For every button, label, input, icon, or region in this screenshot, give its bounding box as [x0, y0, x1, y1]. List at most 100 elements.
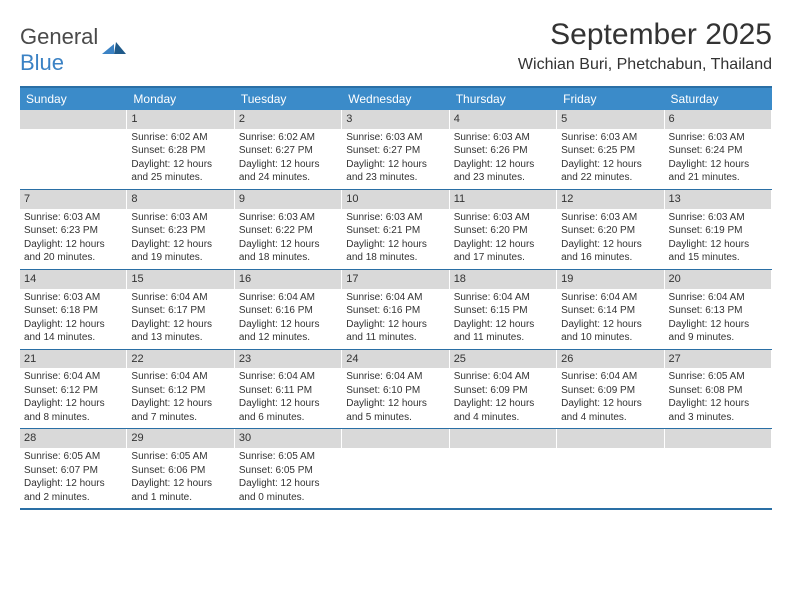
day-body: Sunrise: 6:04 AMSunset: 6:15 PMDaylight:…	[450, 289, 556, 349]
daylight-line: Daylight: 12 hours and 24 minutes.	[239, 158, 337, 185]
day-cell: 25Sunrise: 6:04 AMSunset: 6:09 PMDayligh…	[450, 350, 557, 429]
day-number	[450, 429, 556, 448]
day-body: Sunrise: 6:03 AMSunset: 6:21 PMDaylight:…	[342, 209, 448, 269]
sunrise-line: Sunrise: 6:03 AM	[24, 291, 122, 305]
day-cell: 21Sunrise: 6:04 AMSunset: 6:12 PMDayligh…	[20, 350, 127, 429]
day-cell: 12Sunrise: 6:03 AMSunset: 6:20 PMDayligh…	[557, 190, 664, 269]
sunset-line: Sunset: 6:27 PM	[346, 144, 444, 158]
day-body: Sunrise: 6:03 AMSunset: 6:20 PMDaylight:…	[450, 209, 556, 269]
sunset-line: Sunset: 6:12 PM	[24, 384, 122, 398]
sunset-line: Sunset: 6:22 PM	[239, 224, 337, 238]
logo-mark-icon	[102, 38, 128, 63]
day-cell	[450, 429, 557, 508]
sunset-line: Sunset: 6:10 PM	[346, 384, 444, 398]
day-number: 17	[342, 270, 448, 289]
sunset-line: Sunset: 6:18 PM	[24, 304, 122, 318]
weekday-header: Friday	[557, 88, 664, 110]
sunset-line: Sunset: 6:17 PM	[131, 304, 229, 318]
sunrise-line: Sunrise: 6:04 AM	[24, 370, 122, 384]
day-cell: 2Sunrise: 6:02 AMSunset: 6:27 PMDaylight…	[235, 110, 342, 189]
sunset-line: Sunset: 6:16 PM	[239, 304, 337, 318]
day-body: Sunrise: 6:04 AMSunset: 6:17 PMDaylight:…	[127, 289, 233, 349]
daylight-line: Daylight: 12 hours and 5 minutes.	[346, 397, 444, 424]
day-number: 21	[20, 350, 126, 369]
day-body: Sunrise: 6:04 AMSunset: 6:10 PMDaylight:…	[342, 368, 448, 428]
daylight-line: Daylight: 12 hours and 11 minutes.	[454, 318, 552, 345]
day-body: Sunrise: 6:04 AMSunset: 6:16 PMDaylight:…	[342, 289, 448, 349]
day-number: 7	[20, 190, 126, 209]
daylight-line: Daylight: 12 hours and 6 minutes.	[239, 397, 337, 424]
day-number	[20, 110, 126, 129]
day-body: Sunrise: 6:05 AMSunset: 6:08 PMDaylight:…	[665, 368, 771, 428]
day-body: Sunrise: 6:05 AMSunset: 6:05 PMDaylight:…	[235, 448, 341, 508]
weekday-header: Wednesday	[342, 88, 449, 110]
day-body: Sunrise: 6:04 AMSunset: 6:12 PMDaylight:…	[20, 368, 126, 428]
day-body: Sunrise: 6:03 AMSunset: 6:19 PMDaylight:…	[665, 209, 771, 269]
daylight-line: Daylight: 12 hours and 15 minutes.	[669, 238, 767, 265]
sunrise-line: Sunrise: 6:03 AM	[346, 131, 444, 145]
daylight-line: Daylight: 12 hours and 3 minutes.	[669, 397, 767, 424]
day-cell: 13Sunrise: 6:03 AMSunset: 6:19 PMDayligh…	[665, 190, 772, 269]
day-body: Sunrise: 6:04 AMSunset: 6:11 PMDaylight:…	[235, 368, 341, 428]
weekday-header: Sunday	[20, 88, 127, 110]
day-cell: 27Sunrise: 6:05 AMSunset: 6:08 PMDayligh…	[665, 350, 772, 429]
day-cell: 11Sunrise: 6:03 AMSunset: 6:20 PMDayligh…	[450, 190, 557, 269]
week-row: 1Sunrise: 6:02 AMSunset: 6:28 PMDaylight…	[20, 110, 772, 190]
sunset-line: Sunset: 6:05 PM	[239, 464, 337, 478]
daylight-line: Daylight: 12 hours and 7 minutes.	[131, 397, 229, 424]
weekday-header: Tuesday	[235, 88, 342, 110]
day-number: 3	[342, 110, 448, 129]
sunset-line: Sunset: 6:23 PM	[131, 224, 229, 238]
week-row: 14Sunrise: 6:03 AMSunset: 6:18 PMDayligh…	[20, 270, 772, 350]
daylight-line: Daylight: 12 hours and 8 minutes.	[24, 397, 122, 424]
day-body: Sunrise: 6:02 AMSunset: 6:27 PMDaylight:…	[235, 129, 341, 189]
day-number: 22	[127, 350, 233, 369]
daylight-line: Daylight: 12 hours and 18 minutes.	[346, 238, 444, 265]
sunset-line: Sunset: 6:21 PM	[346, 224, 444, 238]
sunset-line: Sunset: 6:19 PM	[669, 224, 767, 238]
logo-text: General Blue	[20, 24, 98, 76]
sunset-line: Sunset: 6:28 PM	[131, 144, 229, 158]
day-number: 19	[557, 270, 663, 289]
daylight-line: Daylight: 12 hours and 21 minutes.	[669, 158, 767, 185]
day-cell: 14Sunrise: 6:03 AMSunset: 6:18 PMDayligh…	[20, 270, 127, 349]
day-cell: 20Sunrise: 6:04 AMSunset: 6:13 PMDayligh…	[665, 270, 772, 349]
calendar-page: General Blue September 2025 Wichian Buri…	[0, 0, 792, 520]
header: General Blue September 2025 Wichian Buri…	[20, 18, 772, 76]
sunrise-line: Sunrise: 6:05 AM	[669, 370, 767, 384]
weekday-header: Saturday	[665, 88, 772, 110]
sunrise-line: Sunrise: 6:03 AM	[454, 131, 552, 145]
day-cell: 19Sunrise: 6:04 AMSunset: 6:14 PMDayligh…	[557, 270, 664, 349]
day-body: Sunrise: 6:03 AMSunset: 6:25 PMDaylight:…	[557, 129, 663, 189]
day-number: 11	[450, 190, 556, 209]
sunrise-line: Sunrise: 6:04 AM	[561, 291, 659, 305]
day-number: 15	[127, 270, 233, 289]
sunset-line: Sunset: 6:16 PM	[346, 304, 444, 318]
logo-part2: Blue	[20, 50, 64, 75]
day-number: 30	[235, 429, 341, 448]
daylight-line: Daylight: 12 hours and 0 minutes.	[239, 477, 337, 504]
daylight-line: Daylight: 12 hours and 17 minutes.	[454, 238, 552, 265]
sunrise-line: Sunrise: 6:03 AM	[24, 211, 122, 225]
week-row: 21Sunrise: 6:04 AMSunset: 6:12 PMDayligh…	[20, 350, 772, 430]
day-body: Sunrise: 6:03 AMSunset: 6:20 PMDaylight:…	[557, 209, 663, 269]
day-cell: 24Sunrise: 6:04 AMSunset: 6:10 PMDayligh…	[342, 350, 449, 429]
sunrise-line: Sunrise: 6:02 AM	[131, 131, 229, 145]
day-cell: 26Sunrise: 6:04 AMSunset: 6:09 PMDayligh…	[557, 350, 664, 429]
daylight-line: Daylight: 12 hours and 23 minutes.	[454, 158, 552, 185]
day-cell	[557, 429, 664, 508]
day-number: 5	[557, 110, 663, 129]
day-body: Sunrise: 6:03 AMSunset: 6:27 PMDaylight:…	[342, 129, 448, 189]
sunset-line: Sunset: 6:26 PM	[454, 144, 552, 158]
sunrise-line: Sunrise: 6:03 AM	[669, 211, 767, 225]
sunrise-line: Sunrise: 6:04 AM	[239, 291, 337, 305]
day-number: 6	[665, 110, 771, 129]
sunrise-line: Sunrise: 6:04 AM	[669, 291, 767, 305]
daylight-line: Daylight: 12 hours and 25 minutes.	[131, 158, 229, 185]
sunset-line: Sunset: 6:09 PM	[561, 384, 659, 398]
day-number: 1	[127, 110, 233, 129]
sunset-line: Sunset: 6:25 PM	[561, 144, 659, 158]
day-body: Sunrise: 6:05 AMSunset: 6:07 PMDaylight:…	[20, 448, 126, 508]
day-cell	[20, 110, 127, 189]
day-number: 18	[450, 270, 556, 289]
